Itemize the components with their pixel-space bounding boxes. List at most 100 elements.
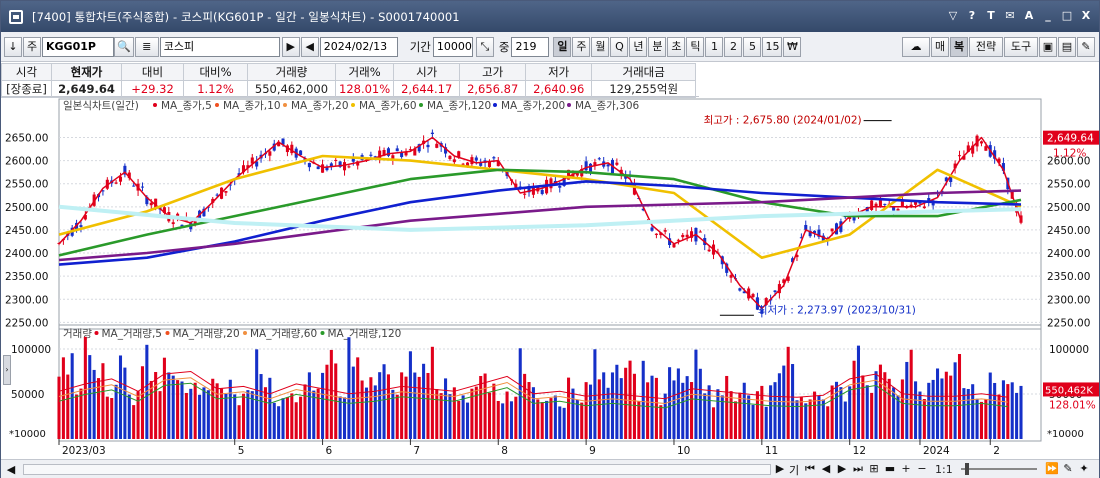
price-tick-left: 2550.00 xyxy=(5,179,48,191)
grid-icon[interactable]: ⊞ xyxy=(869,462,879,475)
sort-down-button[interactable]: ↓ xyxy=(4,36,22,57)
folder-icon[interactable]: ▣ xyxy=(1039,36,1057,57)
volume-bar xyxy=(672,380,676,439)
code-input[interactable]: KGG01P xyxy=(42,36,114,57)
candle-body xyxy=(272,143,276,151)
text-icon[interactable]: T xyxy=(987,9,995,22)
list-icon[interactable]: ≣ xyxy=(134,36,159,57)
stock-name-field[interactable]: 코스피 xyxy=(159,36,280,57)
period-minute-button[interactable]: 분 xyxy=(648,36,667,57)
save-icon[interactable]: ▤ xyxy=(1058,36,1076,57)
date-input[interactable]: 2024/02/13 xyxy=(319,36,398,57)
chart-tool-1[interactable]: 기 xyxy=(788,464,800,477)
candle-body xyxy=(83,214,87,220)
period-day-button[interactable]: 일 xyxy=(553,36,572,57)
candle-body xyxy=(215,194,219,196)
volume-bar xyxy=(83,336,87,439)
edit-icon[interactable]: ✎ xyxy=(1063,462,1073,475)
volume-unit-left: *10000 xyxy=(9,429,46,440)
volume-bar xyxy=(558,406,562,439)
candle-body xyxy=(927,197,931,202)
view-count-input[interactable]: 219 xyxy=(511,36,550,57)
maximize-button[interactable]: □ xyxy=(1061,9,1073,22)
candle-body xyxy=(404,151,408,156)
dropdown-icon[interactable]: ▽ xyxy=(948,9,958,22)
volume-bar xyxy=(285,397,289,439)
interval-2-button[interactable]: 2 xyxy=(724,36,743,57)
next-page-button[interactable]: ▶ xyxy=(837,462,847,475)
font-icon[interactable]: A xyxy=(1024,9,1034,22)
candle-body xyxy=(123,165,127,175)
candle-body xyxy=(290,144,294,154)
volume-bar xyxy=(329,349,333,439)
price-volume-chart[interactable]: 2650.002650.002600.002600.002550.002550.… xyxy=(1,97,1099,459)
candle-body xyxy=(549,178,553,189)
interval-1-button[interactable]: 1 xyxy=(705,36,724,57)
ma-line-cyan xyxy=(58,204,1022,232)
volume-bar xyxy=(861,375,865,439)
scroll-track[interactable] xyxy=(23,464,771,475)
search-icon[interactable]: 🔍 xyxy=(114,36,134,57)
mail-icon[interactable]: ✉ xyxy=(1005,9,1015,22)
volume-bar xyxy=(575,399,579,439)
multi-button[interactable]: 복 xyxy=(950,36,968,57)
interval-5-button[interactable]: 5 xyxy=(743,36,762,57)
link-icon[interactable]: ⤡ xyxy=(475,36,494,57)
zoom-slider-track[interactable] xyxy=(961,468,1037,470)
volume-bar xyxy=(259,374,263,439)
candle-body xyxy=(914,200,918,205)
volume-bar xyxy=(180,381,184,439)
prev-page-button[interactable]: ◀ xyxy=(821,462,831,475)
volume-bar xyxy=(949,375,953,439)
prev-button[interactable]: ◀ xyxy=(300,36,319,57)
period-tick-button[interactable]: 틱 xyxy=(686,36,705,57)
price-tick-left: 2500.00 xyxy=(5,202,48,214)
candle-body xyxy=(562,176,566,186)
cloud-icon[interactable]: ☁ xyxy=(902,36,930,57)
strategy-button[interactable]: 전략 xyxy=(969,36,1003,57)
currency-icon[interactable]: ₩ xyxy=(783,36,802,57)
zoom-slider-knob[interactable] xyxy=(965,463,969,475)
period-quarter-button[interactable]: Q xyxy=(610,36,629,57)
scroll-right-button[interactable]: ▶ xyxy=(775,462,785,475)
current-price: 2,649.64 xyxy=(51,80,122,98)
tools-button[interactable]: 도구 xyxy=(1004,36,1038,57)
legend-label: MA_종가,200 xyxy=(501,100,565,112)
panel-collapse-handle[interactable]: › xyxy=(3,355,11,385)
volume-bar xyxy=(839,387,843,439)
period-week-button[interactable]: 주 xyxy=(572,36,591,57)
last-volume-pct: 128.01% xyxy=(1049,399,1096,411)
period-second-button[interactable]: 초 xyxy=(667,36,686,57)
candle-body xyxy=(470,157,474,165)
volume-bar xyxy=(408,351,412,439)
legend-label: MA_종가,10 xyxy=(223,100,281,112)
zoom-out-button[interactable]: − xyxy=(917,462,927,475)
help-icon[interactable]: ? xyxy=(968,9,976,22)
bar-icon[interactable]: ▬ xyxy=(884,462,896,475)
chart-area[interactable]: 2650.002650.002600.002600.002550.002550.… xyxy=(1,97,1099,459)
interval-15-button[interactable]: 15 xyxy=(762,36,783,57)
expand-icon[interactable]: ⏩ xyxy=(1045,462,1059,475)
period-year-button[interactable]: 년 xyxy=(629,36,648,57)
minimize-button[interactable]: _ xyxy=(1045,9,1051,22)
scroll-left-button[interactable]: ◀ xyxy=(6,462,16,476)
x-tick-label: 11 xyxy=(765,445,778,457)
settings-icon[interactable]: ✎ xyxy=(1077,36,1095,57)
volume-ma-line xyxy=(58,377,1008,405)
trade-button[interactable]: 매 xyxy=(931,36,949,57)
candle-body xyxy=(101,190,105,192)
candle-body xyxy=(567,169,571,180)
last-price-box xyxy=(1043,130,1099,145)
next-button[interactable]: ▶ xyxy=(281,36,300,57)
wrench-icon[interactable]: ✦ xyxy=(1079,462,1089,475)
volume-bar xyxy=(136,391,140,439)
market-type-button[interactable]: 주 xyxy=(23,36,41,57)
first-page-button[interactable]: ⏮ xyxy=(805,462,815,475)
period-month-button[interactable]: 월 xyxy=(591,36,610,57)
zoom-in-button[interactable]: + xyxy=(901,462,911,475)
period-input[interactable]: 10000 xyxy=(432,36,473,57)
close-button[interactable]: X xyxy=(1081,9,1091,22)
quote-header-row: 시각 현재가 대비 대비% 거래량 거래% 시가 고가 저가 거래대금 xyxy=(1,63,697,81)
last-page-button[interactable]: ⏭ xyxy=(853,462,863,475)
